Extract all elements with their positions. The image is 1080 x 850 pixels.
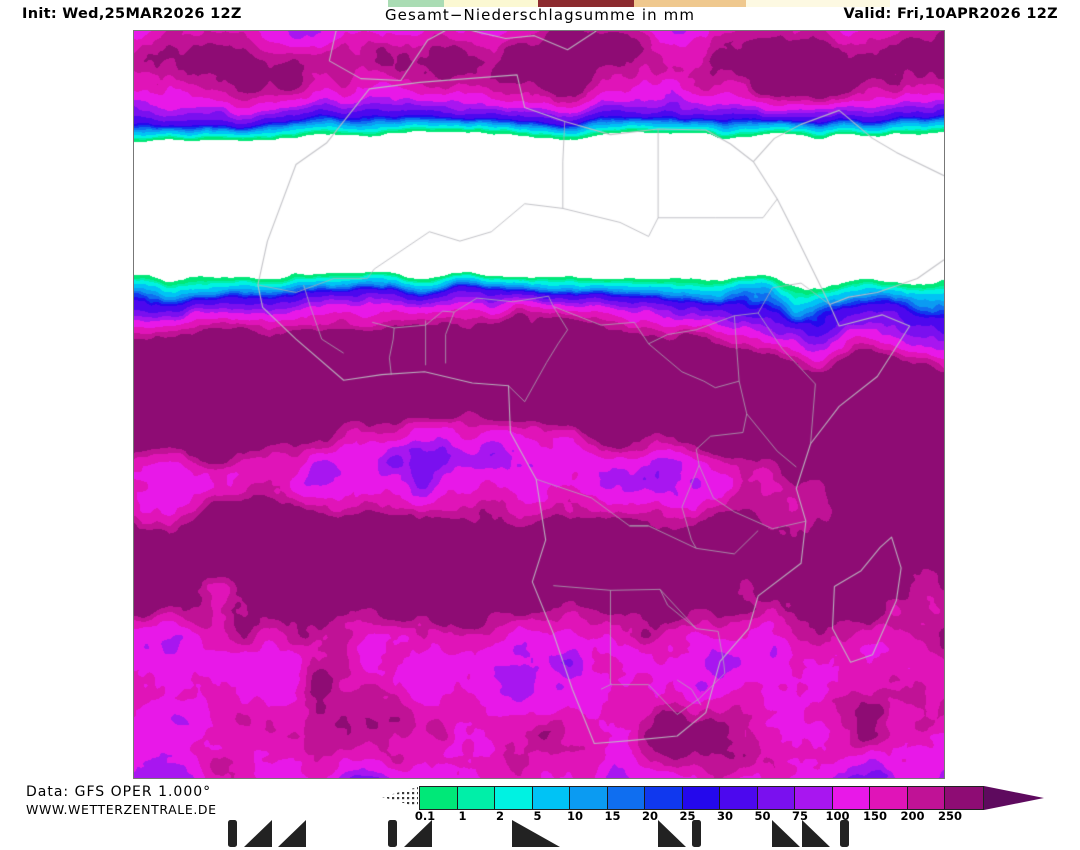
colorbar-cell-3 bbox=[532, 787, 570, 809]
colorbar-cell-13 bbox=[907, 787, 945, 809]
colorbar-cell-9 bbox=[757, 787, 795, 809]
precipitation-map[interactable] bbox=[133, 30, 945, 779]
colorbar-cell-5 bbox=[607, 787, 645, 809]
colorbar-tick-25: 25 bbox=[679, 809, 696, 823]
top-strip-segment-0 bbox=[388, 0, 444, 7]
colorbar-cell-7 bbox=[682, 787, 720, 809]
colorbar-legend: 0.1 1 2 5 10 15 20 25 30 50 75 100 150 200 250 bbox=[382, 786, 1044, 823]
init-time-label: Init: Wed,25MAR2026 12Z bbox=[22, 6, 242, 22]
colorbar-cell-10 bbox=[795, 787, 833, 809]
colorbar-cell-2 bbox=[495, 787, 533, 809]
colorbar-swatches bbox=[419, 786, 984, 810]
colorbar-tick-20: 20 bbox=[641, 809, 659, 823]
colorbar-cell-6 bbox=[645, 787, 683, 809]
colorbar-tick-15: 15 bbox=[604, 809, 621, 823]
colorbar-cell-8 bbox=[720, 787, 758, 809]
top-cutoff-strip bbox=[0, 0, 1080, 7]
colorbar-cell-0 bbox=[420, 787, 458, 809]
footer-info: Data: GFS OPER 1.000° WWW.WETTERZENTRALE… bbox=[26, 784, 217, 818]
colorbar-tick-5: 5 bbox=[533, 809, 542, 823]
colorbar-tick-2: 2 bbox=[495, 809, 505, 823]
colorbar-cell-12 bbox=[870, 787, 908, 809]
animation-controls bbox=[0, 818, 1080, 850]
website-label: WWW.WETTERZENTRALE.DE bbox=[26, 802, 217, 817]
top-strip-segment-1 bbox=[444, 0, 538, 7]
skip-to-end-button[interactable] bbox=[772, 818, 858, 848]
top-strip-segment-2 bbox=[538, 0, 634, 7]
top-strip-segment-4 bbox=[746, 0, 890, 7]
colorbar-cell-14 bbox=[945, 787, 983, 809]
below-threshold-hatched-arrow-icon bbox=[382, 787, 418, 807]
colorbar-tick-150: 150 bbox=[862, 809, 888, 823]
skip-to-start-button[interactable] bbox=[228, 818, 314, 848]
colorbar-cell-1 bbox=[457, 787, 495, 809]
colorbar-tick-200: 200 bbox=[900, 809, 925, 823]
colorbar-cell-4 bbox=[570, 787, 608, 809]
colorbar-tick-250: 250 bbox=[937, 809, 963, 823]
chart-header: Init: Wed,25MAR2026 12Z Gesamt−Niedersch… bbox=[0, 6, 1080, 30]
top-strip-segment-3 bbox=[634, 0, 746, 7]
colorbar-tick-10: 10 bbox=[566, 809, 584, 823]
play-button[interactable] bbox=[512, 818, 564, 848]
colorbar-tick-1: 1 bbox=[458, 809, 467, 823]
step-forward-button[interactable] bbox=[658, 818, 710, 848]
colorbar-tick-75: 75 bbox=[791, 809, 809, 823]
colorbar-tick-labels: 0.1 1 2 5 10 15 20 25 30 50 75 100 150 200 250 bbox=[382, 809, 1042, 823]
colorbar-tick-0.1: 0.1 bbox=[414, 809, 436, 823]
data-source-label: Data: GFS OPER 1.000° bbox=[26, 784, 212, 800]
colorbar-tick-30: 30 bbox=[716, 809, 734, 823]
colorbar-tick-50: 50 bbox=[754, 809, 771, 823]
above-threshold-arrow-icon bbox=[983, 786, 1044, 810]
chart-title: Gesamt−Niederschlagsumme in mm bbox=[384, 6, 696, 24]
colorbar-cell-11 bbox=[832, 787, 870, 809]
map-raster bbox=[134, 31, 944, 778]
step-back-button[interactable] bbox=[388, 818, 440, 848]
valid-time-label: Valid: Fri,10APR2026 12Z bbox=[843, 6, 1058, 22]
colorbar-tick-100: 100 bbox=[825, 809, 850, 823]
